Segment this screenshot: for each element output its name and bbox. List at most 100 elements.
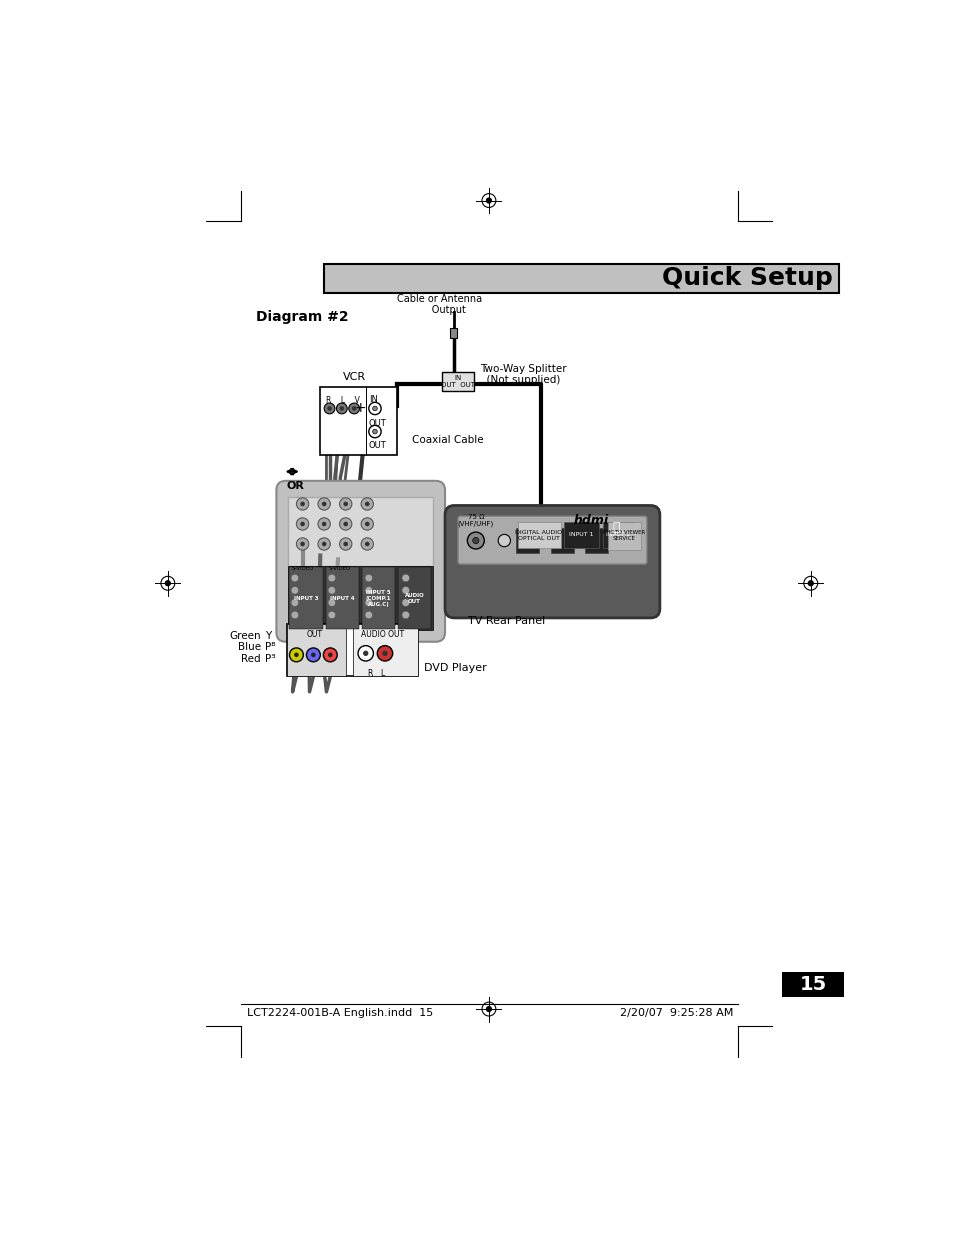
Circle shape [311,652,315,657]
Bar [516,527,538,553]
FancyBboxPatch shape [276,480,444,642]
Circle shape [486,1007,491,1011]
Bar [324,264,838,293]
Text: OUT  OUT: OUT OUT [440,382,475,388]
Circle shape [343,542,348,546]
Text: Diagram #2: Diagram #2 [256,310,349,324]
Text: R: R [367,668,372,678]
Bar [325,567,358,630]
Circle shape [339,406,344,411]
Text: hdmi: hdmi [573,514,608,527]
Text: Blue: Blue [237,642,261,652]
Text: Pᴲ: Pᴲ [265,653,275,663]
Circle shape [328,587,335,594]
Bar [584,527,608,553]
Circle shape [300,501,305,506]
Bar [465,522,639,557]
Text: AUDIO
OUT: AUDIO OUT [404,593,424,604]
Text: INPUT 4: INPUT 4 [330,595,355,601]
Text: ⫝: ⫝ [612,521,619,534]
Bar [289,567,322,630]
FancyBboxPatch shape [457,516,646,564]
Circle shape [291,574,298,582]
Bar [441,372,474,390]
Circle shape [365,611,373,619]
Circle shape [497,535,510,547]
Circle shape [361,537,373,550]
Circle shape [486,198,491,203]
Circle shape [339,498,352,510]
Circle shape [369,425,381,437]
Bar [287,624,417,677]
Circle shape [473,537,478,543]
Circle shape [365,501,369,506]
Text: R    L    V: R L V [326,396,360,405]
Circle shape [339,537,352,550]
Text: S-VIDEO: S-VIDEO [292,567,314,572]
Text: Quick Setup: Quick Setup [660,267,831,290]
Bar [288,567,433,630]
Circle shape [291,599,298,606]
Text: Coaxial Cable: Coaxial Cable [412,436,483,446]
Circle shape [401,611,409,619]
Circle shape [328,652,333,657]
Circle shape [467,532,484,550]
Circle shape [361,517,373,530]
Circle shape [382,651,387,656]
Circle shape [357,646,373,661]
Bar [287,624,346,677]
Text: Cable or Antenna
      Output: Cable or Antenna Output [396,294,481,315]
Circle shape [349,403,359,414]
Circle shape [401,574,409,582]
Text: INPUT 1: INPUT 1 [569,532,593,537]
Text: DVD Player: DVD Player [424,662,486,673]
Bar [361,567,395,630]
Circle shape [324,403,335,414]
Circle shape [321,501,326,506]
Circle shape [317,537,330,550]
Bar [449,327,456,338]
Circle shape [321,542,326,546]
Circle shape [363,651,368,656]
Circle shape [321,521,326,526]
Text: OR: OR [286,480,304,490]
Circle shape [343,501,348,506]
Circle shape [336,403,347,414]
Bar [517,521,560,547]
Text: INPUT 5
(COMP.1
AUG.C): INPUT 5 (COMP.1 AUG.C) [365,590,391,606]
Circle shape [328,611,335,619]
Circle shape [294,652,298,657]
Circle shape [376,646,393,661]
Circle shape [296,537,309,550]
Text: L: L [380,668,384,678]
Bar [781,972,843,997]
Circle shape [296,517,309,530]
Bar [353,624,417,677]
Circle shape [296,498,309,510]
Text: PHOTO VIEWER
SERVICE: PHOTO VIEWER SERVICE [602,531,645,541]
Circle shape [317,517,330,530]
Circle shape [807,580,812,585]
Bar [550,527,573,553]
Circle shape [365,599,373,606]
Circle shape [291,611,298,619]
Bar [564,521,598,547]
Bar [288,496,433,567]
Circle shape [289,648,303,662]
Text: Green: Green [229,631,261,641]
Circle shape [365,542,369,546]
Text: Two-Way Splitter
  (Not supplied): Two-Way Splitter (Not supplied) [479,364,566,385]
Circle shape [343,521,348,526]
Text: INPUT 2: INPUT 2 [605,532,630,537]
Text: 2/20/07  9:25:28 AM: 2/20/07 9:25:28 AM [619,1008,733,1019]
Text: INPUT 3: INPUT 3 [294,595,318,601]
Circle shape [300,542,305,546]
Text: VCR: VCR [343,372,366,382]
Text: 75 Ω
(VHF/UHF): 75 Ω (VHF/UHF) [457,514,494,527]
Bar [608,521,640,550]
Circle shape [352,406,356,411]
Circle shape [401,599,409,606]
Text: Pᴮ: Pᴮ [265,642,275,652]
Text: OUT: OUT [369,419,386,429]
Circle shape [373,430,376,433]
